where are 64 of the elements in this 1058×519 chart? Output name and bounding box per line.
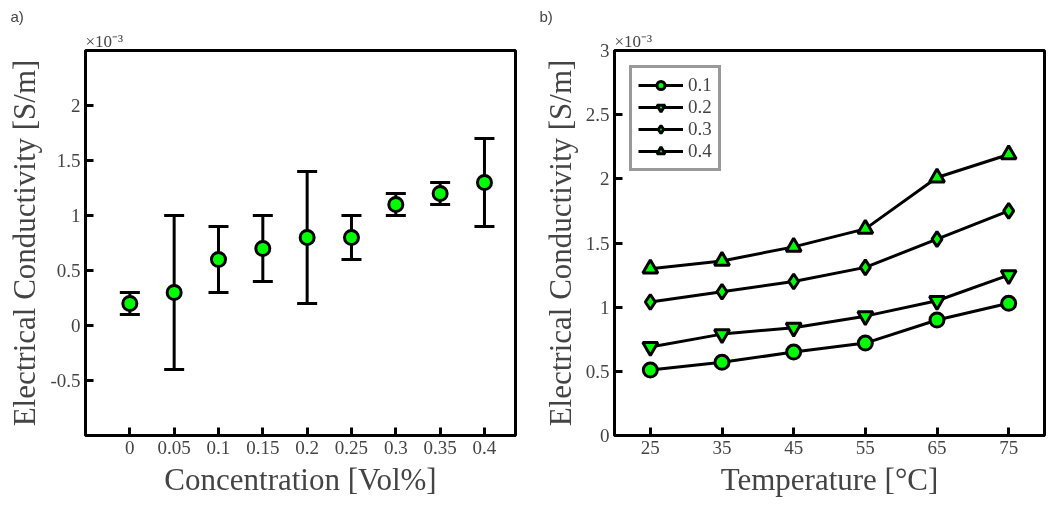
legend-label: 0.1 <box>688 74 712 96</box>
point <box>641 361 659 379</box>
y-tick-label: 1 <box>600 296 610 318</box>
x-tick-label: 55 <box>855 436 875 458</box>
y-tick-label: -0.5 <box>50 370 81 391</box>
y-tick-label: 2 <box>71 95 81 116</box>
y-tick-label: 1 <box>71 205 81 226</box>
y-tick-label: 3 <box>600 40 610 61</box>
legend-label: 0.2 <box>688 96 712 118</box>
x-axis-title: Temperature [°C] <box>720 461 939 497</box>
point <box>715 282 729 301</box>
annotation: ×10⁻³ <box>85 31 124 51</box>
x-tick-label: 0.1 <box>206 436 231 458</box>
point <box>999 144 1018 161</box>
point <box>713 250 731 267</box>
point <box>1002 201 1016 220</box>
point <box>856 218 875 235</box>
legend-label: 0.4 <box>688 140 712 162</box>
point <box>298 229 316 246</box>
y-tick-label: 1.5 <box>56 150 81 171</box>
y-tick-label: 1.5 <box>585 232 610 254</box>
y-tick-label: 2 <box>600 168 610 190</box>
y-tick-label: 0 <box>71 315 81 336</box>
point <box>784 236 803 253</box>
text: b) <box>539 7 553 25</box>
y-axis-title: Electrical Conductivity [S/m] <box>7 59 43 427</box>
point <box>856 334 874 352</box>
point <box>785 343 803 361</box>
legend-label: 0.3 <box>688 118 712 140</box>
x-tick-label: 0.15 <box>246 436 280 458</box>
x-tick-label: 35 <box>712 436 732 458</box>
x-tick-label: 25 <box>640 436 660 458</box>
point <box>254 240 272 257</box>
x-tick-label: 45 <box>784 436 804 458</box>
x-tick-label: 0.05 <box>157 436 191 458</box>
text: a) <box>10 7 24 25</box>
point <box>165 284 183 301</box>
point <box>641 258 660 275</box>
point <box>643 293 657 312</box>
x-tick-label: 0 <box>125 436 135 458</box>
x-tick-label: 0.3 <box>383 436 408 458</box>
x-tick-label: 0.25 <box>334 436 369 458</box>
y-axis-title: Electrical Conductivity [S/m] <box>542 59 578 427</box>
point <box>928 167 946 184</box>
point <box>787 272 801 291</box>
x-axis-title: Concentration [Vol%] <box>164 461 437 497</box>
point <box>475 174 493 191</box>
point <box>342 229 360 246</box>
y-tick-label: 2.5 <box>585 104 610 126</box>
point <box>930 230 944 249</box>
point <box>928 311 946 329</box>
x-tick-label: 0.4 <box>472 436 497 458</box>
x-tick-label: 0.2 <box>295 436 320 458</box>
x-tick-label: 0.35 <box>423 436 457 458</box>
x-tick-label: 65 <box>927 436 947 458</box>
point <box>858 258 872 277</box>
y-tick-label: 0.5 <box>56 260 81 281</box>
point <box>784 321 803 338</box>
annotation: ×10⁻³ <box>614 31 653 51</box>
x-tick-label: 75 <box>999 436 1019 458</box>
point <box>1000 294 1018 312</box>
y-tick-label: 0.5 <box>585 360 610 382</box>
point <box>713 353 731 371</box>
point <box>209 251 227 268</box>
